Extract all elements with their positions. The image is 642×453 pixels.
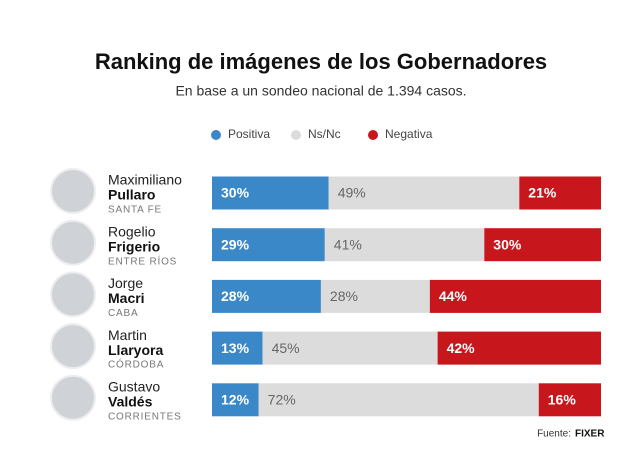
value-label: 29%: [221, 236, 250, 252]
legend-label: Negativa: [385, 127, 433, 141]
value-label: 41%: [334, 236, 362, 252]
value-label: 28%: [221, 288, 250, 304]
bar-segment: [519, 176, 601, 210]
value-label: 13%: [221, 340, 250, 356]
bar-segment: [484, 228, 601, 262]
bar-segment: [212, 279, 321, 313]
source-prefix: Fuente:: [537, 429, 571, 440]
bar-segment: [212, 383, 259, 417]
province: ENTRE RÍOS: [108, 254, 177, 267]
last-name: Llaryora: [108, 342, 163, 358]
value-label: 21%: [528, 185, 557, 201]
value-label: 42%: [447, 340, 476, 356]
bar-segment: [212, 176, 329, 210]
bar-segment: [320, 279, 430, 313]
legend-swatch: [368, 130, 378, 140]
first-name: Gustavo: [108, 379, 160, 395]
first-name: Martin: [108, 327, 147, 343]
value-label: 30%: [221, 185, 250, 201]
value-label: 72%: [268, 392, 296, 408]
bar-segment: [324, 228, 485, 262]
value-label: 30%: [493, 236, 522, 252]
chart-subtitle: En base a un sondeo nacional de 1.394 ca…: [175, 83, 466, 99]
first-name: Maximiliano: [108, 172, 182, 188]
bar-segment: [212, 331, 263, 365]
legend-swatch: [211, 130, 221, 140]
value-label: 44%: [439, 288, 468, 304]
legend-label: Ns/Nc: [308, 127, 341, 141]
portrait: [50, 323, 96, 370]
portrait: [50, 168, 96, 214]
province: CABA: [108, 308, 138, 319]
province: CORRIENTES: [108, 411, 182, 422]
bar-segment: [538, 383, 601, 417]
value-label: 49%: [338, 185, 366, 201]
legend-label: Positiva: [228, 127, 270, 141]
last-name: Macri: [108, 290, 145, 306]
province: SANTA FE: [108, 205, 162, 216]
bar-segment: [429, 279, 601, 313]
last-name: Valdés: [108, 394, 153, 410]
bar-segment: [262, 331, 438, 365]
value-label: 12%: [221, 392, 250, 408]
bar-segment: [258, 383, 539, 417]
bar-segment: [437, 331, 601, 365]
portrait: [50, 219, 96, 266]
portrait: [50, 271, 96, 318]
value-label: 28%: [330, 288, 358, 304]
last-name: Pullaro: [108, 187, 155, 203]
value-label: 45%: [272, 340, 300, 356]
bar-segment: [328, 176, 520, 210]
value-label: 16%: [548, 392, 577, 408]
chart-title: Ranking de imágenes de los Gobernadores: [95, 49, 547, 74]
first-name: Jorge: [108, 275, 143, 291]
legend-swatch: [291, 130, 301, 140]
portrait: [50, 374, 96, 421]
province: CÓRDOBA: [108, 358, 164, 371]
first-name: Rogelio: [108, 223, 156, 239]
bar-segment: [212, 228, 325, 262]
last-name: Frigerio: [108, 238, 160, 254]
source: FIXER: [575, 429, 605, 440]
